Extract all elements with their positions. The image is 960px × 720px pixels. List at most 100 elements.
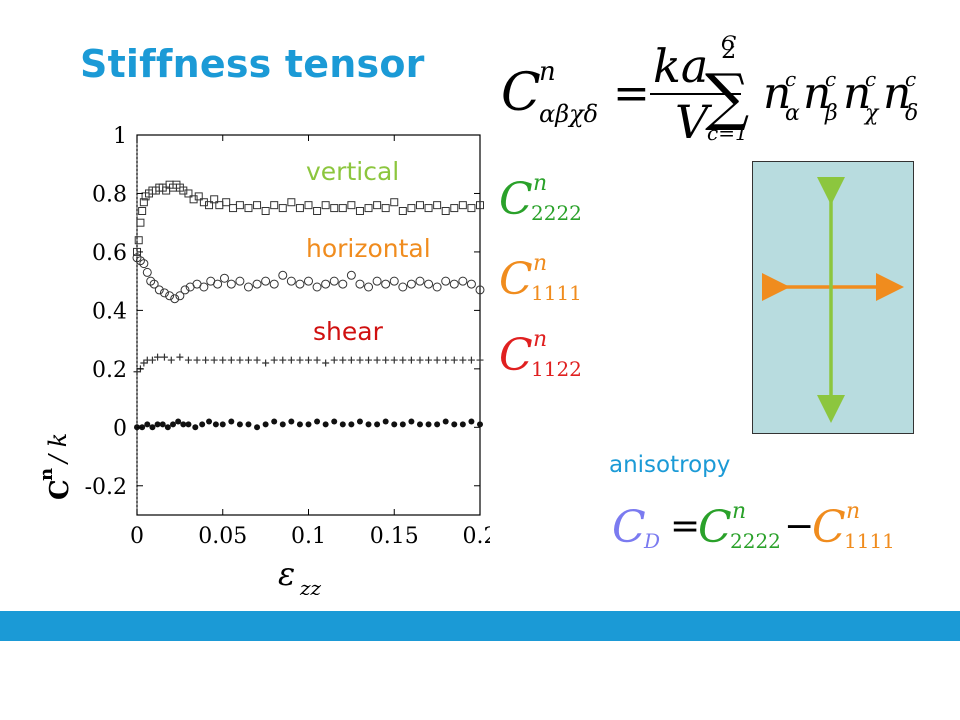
slide-title: Stiffness tensor: [80, 42, 425, 86]
main-sum-upper: C: [721, 31, 736, 55]
data-point-dot: [477, 421, 483, 428]
data-point-square: [136, 218, 145, 227]
data-point-plus: [467, 356, 475, 364]
cd-equals: =: [670, 506, 700, 547]
data-point-plus: [322, 359, 330, 367]
data-point-dot: [175, 418, 182, 425]
data-point-plus: [305, 356, 312, 364]
data-point-dot: [322, 421, 329, 428]
anisotropy-label: anisotropy: [609, 452, 731, 478]
data-point-plus: [450, 356, 458, 364]
data-point-circle: [364, 282, 374, 292]
data-point-circle: [243, 282, 253, 292]
c1111-sub: 1111: [531, 281, 582, 305]
cd-t1-sup: n: [732, 499, 746, 524]
term-2-sub: β: [824, 101, 838, 126]
data-point-square: [138, 207, 147, 215]
data-point-square: [270, 201, 279, 210]
data-point-circle: [139, 259, 149, 269]
data-point-square: [424, 204, 433, 213]
term-1-sub: α: [785, 101, 800, 126]
data-point-dot: [192, 424, 199, 431]
data-point-dot: [262, 421, 269, 428]
chart-frame: [136, 134, 481, 516]
y-axis-label-rest: / k: [44, 433, 72, 465]
data-point-plus: [459, 356, 467, 364]
c1122-sup: n: [533, 327, 547, 352]
data-point-plus: [227, 356, 235, 364]
data-point-square: [476, 201, 484, 210]
data-point-dot: [451, 421, 458, 428]
data-point-plus: [244, 356, 252, 364]
data-point-circle: [149, 279, 159, 289]
data-point-dot: [228, 418, 235, 425]
data-point-circle: [458, 276, 468, 286]
data-point-square: [347, 201, 356, 210]
data-point-square: [458, 201, 467, 210]
data-point-dot: [159, 421, 166, 428]
data-point-square: [330, 204, 339, 213]
c1122-base: C: [499, 330, 533, 381]
data-point-square: [199, 198, 208, 207]
data-point-square: [355, 207, 364, 215]
c2222-base: C: [499, 174, 533, 225]
data-point-circle: [304, 276, 313, 286]
data-point-square: [321, 201, 330, 210]
data-point-plus: [356, 356, 364, 364]
footer-bar: [0, 611, 960, 641]
data-point-circle: [415, 276, 425, 286]
data-point-dot: [279, 421, 286, 428]
data-point-square: [381, 204, 390, 213]
data-point-circle: [338, 279, 348, 289]
data-point-square: [261, 207, 270, 215]
data-point-plus: [253, 356, 261, 364]
plot-frame: [136, 134, 481, 516]
data-point-dot: [382, 418, 389, 425]
data-point-dot: [206, 418, 213, 425]
data-point-plus: [425, 356, 433, 364]
data-point-dot: [442, 418, 449, 425]
data-point-circle: [295, 279, 305, 289]
data-point-circle: [424, 279, 434, 289]
y-axis-label-main: C: [45, 479, 75, 500]
series-dots: [134, 418, 483, 431]
cd-t2-base: C: [812, 502, 846, 553]
cd-t2-sub: 1111: [844, 529, 895, 553]
c1111-base: C: [499, 254, 533, 305]
data-point-square: [287, 198, 296, 207]
data-point-circle: [329, 276, 339, 286]
data-point-circle: [146, 276, 156, 286]
anisotropy-formula: C D = C n 2222 − C n 1111: [612, 499, 895, 553]
term-3-base: n: [843, 68, 871, 119]
data-point-dot: [468, 418, 475, 425]
data-point-plus: [442, 356, 450, 364]
data-point-dot: [154, 421, 161, 428]
data-point-circle: [159, 288, 169, 298]
data-point-plus: [416, 356, 424, 364]
data-point-circle: [355, 279, 365, 289]
data-point-circle: [142, 267, 152, 277]
data-point-square: [338, 204, 347, 213]
data-point-dot: [416, 421, 423, 428]
data-point-square: [253, 201, 262, 210]
cd-t1-base: C: [698, 502, 732, 553]
data-point-circle: [321, 279, 331, 289]
data-point-square: [210, 195, 219, 204]
data-point-dot: [305, 421, 312, 428]
data-point-dot: [236, 421, 243, 428]
data-point-plus: [184, 356, 192, 364]
component-c2222: C n 2222: [499, 171, 582, 225]
data-point-dot: [199, 421, 206, 428]
data-point-dot: [164, 424, 171, 431]
data-point-square: [184, 189, 193, 198]
data-point-square: [244, 204, 253, 213]
component-c1111: C n 1111: [499, 251, 582, 305]
data-point-dot: [314, 418, 321, 425]
term-3-sup: c: [865, 67, 876, 91]
data-point-square: [313, 207, 322, 215]
data-point-circle: [165, 291, 175, 301]
y-tick-label: 1: [113, 125, 127, 149]
y-tick-label: 0.8: [92, 182, 127, 207]
data-point-plus: [382, 356, 390, 364]
y-tick-label: 0: [113, 416, 127, 441]
